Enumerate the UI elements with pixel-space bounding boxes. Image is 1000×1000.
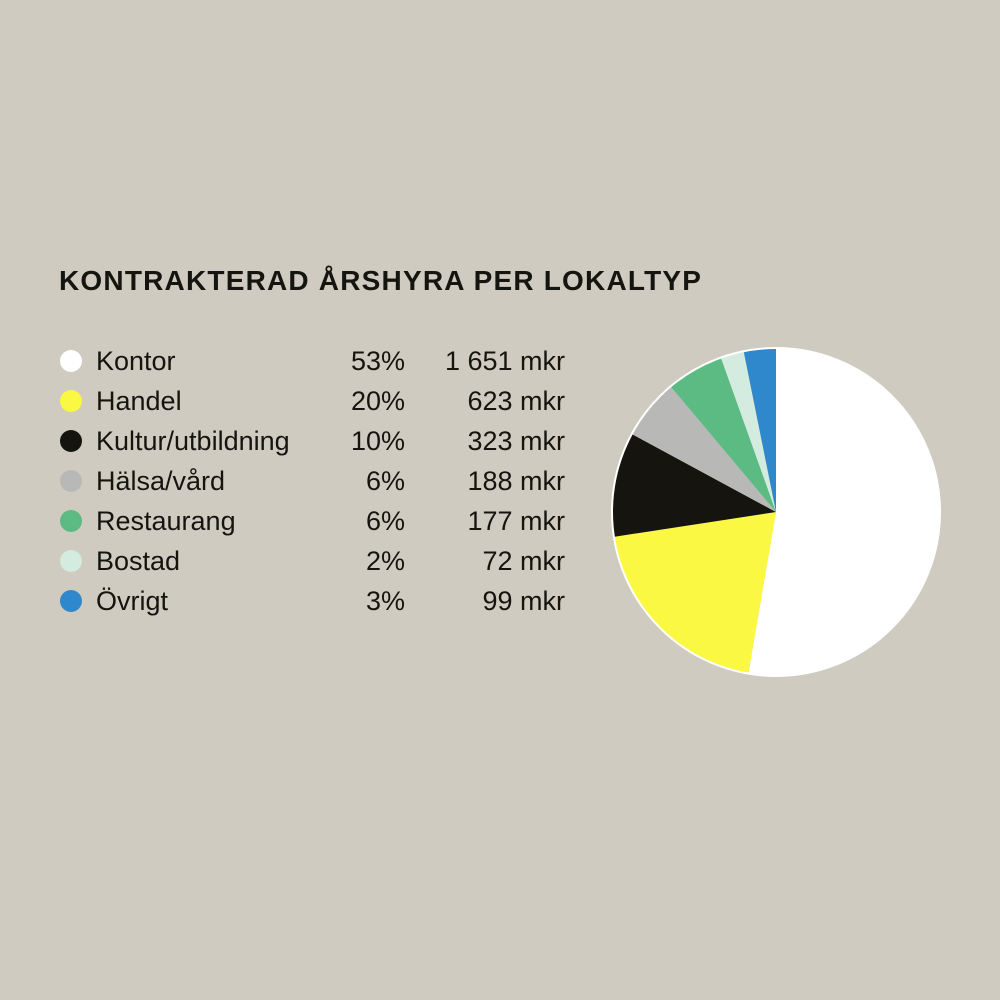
legend-swatch-icon bbox=[60, 390, 82, 412]
legend-value: 188 mkr bbox=[467, 466, 565, 496]
pie-outline bbox=[611, 347, 941, 677]
legend-row-kultur-utbildning: Kultur/utbildning 10% 323 mkr bbox=[59, 421, 569, 461]
legend-swatch-icon bbox=[60, 550, 82, 572]
legend-swatch-icon bbox=[60, 430, 82, 452]
legend-swatch-icon bbox=[60, 470, 82, 492]
legend-percent: 3% bbox=[365, 586, 405, 616]
legend: Kontor 53% 1 651 mkr Handel 20% 623 mkr … bbox=[59, 341, 569, 621]
legend-label: Övrigt bbox=[96, 586, 169, 616]
legend-percent: 6% bbox=[365, 506, 405, 536]
legend-percent: 6% bbox=[365, 466, 405, 496]
legend-row-handel: Handel 20% 623 mkr bbox=[59, 381, 569, 421]
legend-percent: 20% bbox=[350, 386, 405, 416]
legend-row-bostad: Bostad 2% 72 mkr bbox=[59, 541, 569, 581]
pie-slices bbox=[611, 347, 941, 677]
pie-slice-kultur-utbildning bbox=[612, 433, 776, 537]
legend-label: Hälsa/vård bbox=[96, 466, 226, 496]
pie-slice-kontor bbox=[748, 348, 940, 676]
legend-value: 1 651 mkr bbox=[444, 346, 565, 376]
legend-percent: 2% bbox=[365, 546, 405, 576]
pie-slice-hälsa-vård bbox=[631, 386, 776, 512]
pie-slice-handel bbox=[613, 512, 776, 674]
legend-swatch-icon bbox=[60, 590, 82, 612]
pie-slice-bostad bbox=[720, 351, 776, 512]
legend-value: 623 mkr bbox=[467, 386, 565, 416]
pie-slice-övrigt bbox=[743, 348, 776, 512]
legend-value: 99 mkr bbox=[482, 586, 565, 616]
legend-swatch-icon bbox=[60, 510, 82, 532]
legend-swatch-icon bbox=[60, 350, 82, 372]
legend-label: Kontor bbox=[96, 346, 176, 376]
legend-value: 72 mkr bbox=[482, 546, 565, 576]
legend-row-ovrigt: Övrigt 3% 99 mkr bbox=[59, 581, 569, 621]
legend-label: Handel bbox=[96, 386, 182, 416]
legend-percent: 10% bbox=[350, 426, 405, 456]
legend-row-halsa-vard: Hälsa/vård 6% 188 mkr bbox=[59, 461, 569, 501]
legend-percent: 53% bbox=[350, 346, 405, 376]
legend-row-restaurang: Restaurang 6% 177 mkr bbox=[59, 501, 569, 541]
legend-value: 323 mkr bbox=[467, 426, 565, 456]
pie-chart bbox=[611, 347, 941, 677]
chart-title: KONTRAKTERAD ÅRSHYRA PER LOKALTYP bbox=[59, 265, 703, 296]
legend-row-kontor: Kontor 53% 1 651 mkr bbox=[59, 341, 569, 381]
legend-label: Kultur/utbildning bbox=[96, 426, 290, 456]
legend-label: Bostad bbox=[96, 546, 181, 576]
legend-value: 177 mkr bbox=[467, 506, 565, 536]
pie-slice-restaurang bbox=[670, 357, 776, 512]
legend-label: Restaurang bbox=[96, 506, 236, 536]
